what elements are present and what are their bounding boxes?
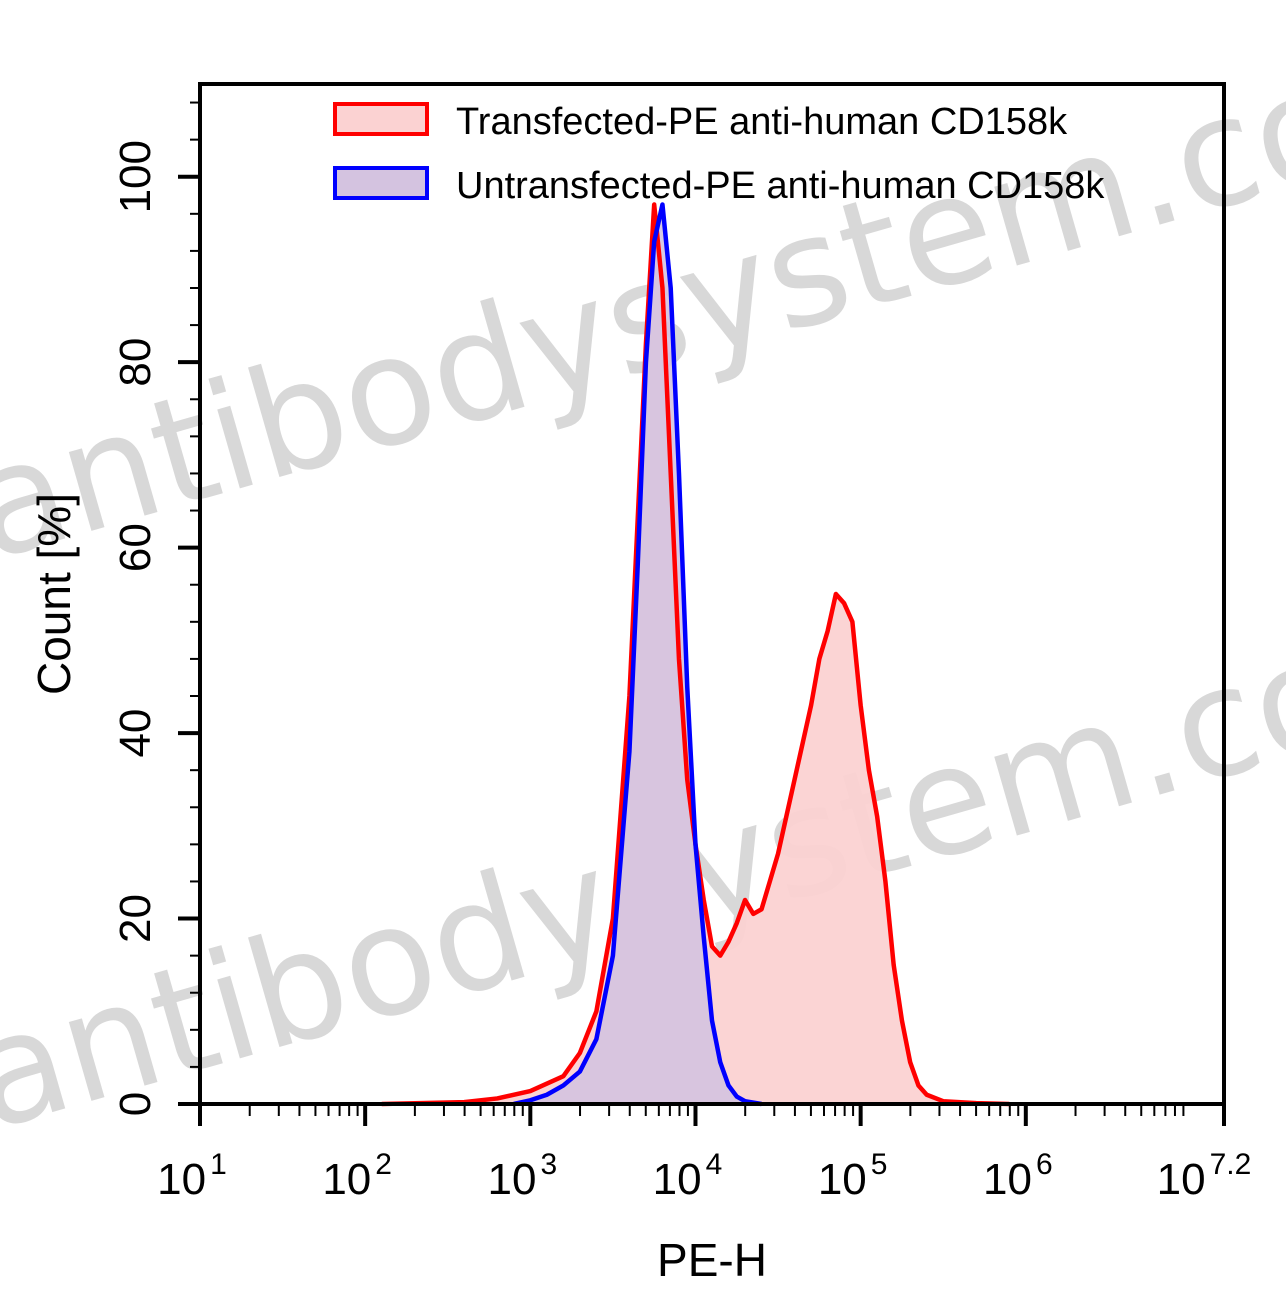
axis-ticks: 0 20 40 60 80 100 10 1 10 2 10 3 10 4 10 5 10 6 10 7.2 [111,101,1252,1204]
x-tick-label-3: 10 4 [653,1148,723,1204]
y-tick-label-0: 0 [111,1092,160,1116]
x-tick-label-6: 10 7.2 [1157,1148,1252,1204]
legend-label-1: Untransfected-PE anti-human CD158k [456,165,1105,207]
x-tick-label-0: 10 1 [157,1148,227,1204]
x-tick-label-1: 10 2 [322,1148,392,1204]
x-axis-title: PE-H [657,1234,767,1286]
x-tick-label-4: 10 5 [818,1148,888,1204]
y-tick-label-40: 40 [111,709,160,758]
y-tick-label-100: 100 [111,140,160,213]
y-tick-label-80: 80 [111,338,160,387]
y-tick-label-60: 60 [111,523,160,572]
series-0-line [381,202,1010,1107]
legend-label-0: Transfected-PE anti-human CD158k [456,101,1068,143]
legend-swatch-1 [333,166,429,200]
legend-swatch-0 [333,102,429,136]
y-tick-label-20: 20 [111,894,160,943]
x-tick-label-2: 10 3 [488,1148,558,1204]
series-1-line [513,202,762,1107]
series-0-fill [381,204,1010,1104]
series-1-fill [513,204,762,1104]
y-axis-title: Count [%] [28,493,80,695]
legend: Transfected-PE anti-human CD158k Untransf… [333,101,1105,207]
series-layer [381,202,1010,1107]
plot-frame [198,82,1226,1106]
x-tick-label-5: 10 6 [983,1148,1053,1204]
